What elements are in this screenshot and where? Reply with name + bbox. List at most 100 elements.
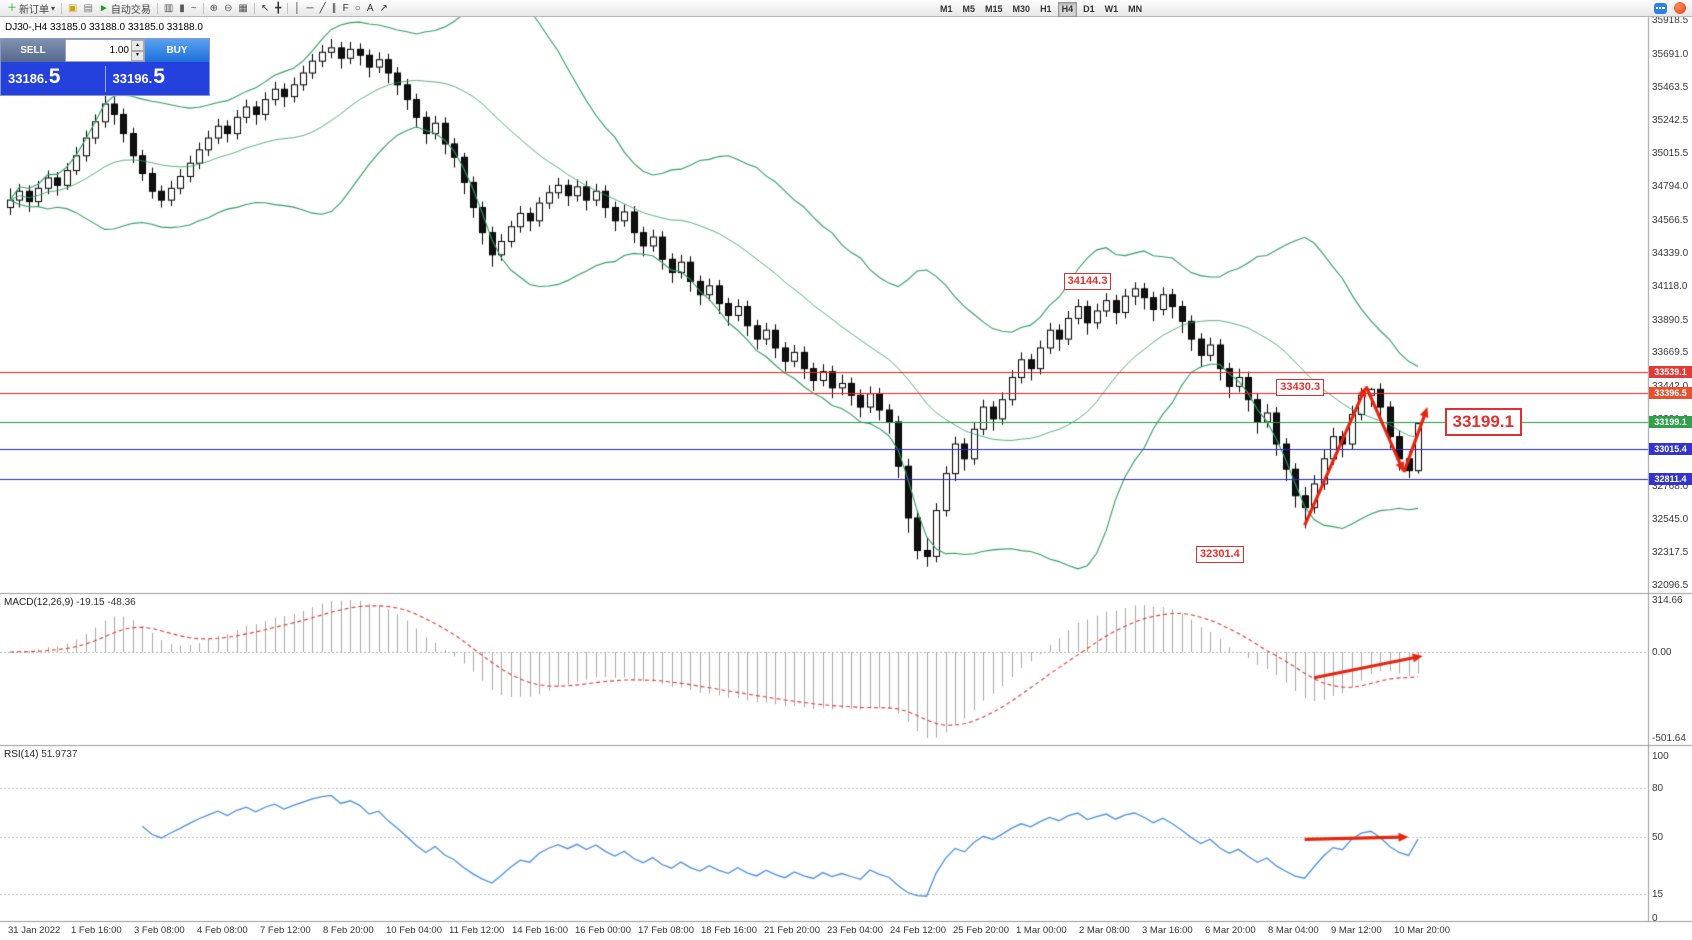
- cursor-icon[interactable]: ↖: [258, 1, 272, 16]
- timeframe-group: M1 M5 M15 M30 H1 H4 D1 W1 MN: [935, 1, 1147, 17]
- rsi-indicator-label: RSI(14) 51.9737: [4, 749, 77, 760]
- chart-window-icon: ▣: [68, 2, 78, 14]
- price-axis-label: 33669.5: [1652, 347, 1689, 359]
- candlestick-chart-type-icon[interactable]: ▮: [176, 1, 188, 16]
- price-annotation[interactable]: 32301.4: [1195, 545, 1244, 563]
- shapes-icon: ○: [354, 2, 361, 14]
- price-axis-label: 34794.0: [1652, 181, 1689, 193]
- timeframe-MN[interactable]: MN: [1128, 3, 1143, 14]
- chat-icon[interactable]: [1654, 2, 1667, 14]
- rsi-axis-label: 15: [1652, 888, 1664, 900]
- timeframe-W1[interactable]: W1: [1104, 3, 1119, 14]
- trendline-icon[interactable]: ╱: [317, 1, 329, 16]
- time-axis-label: 6 Mar 20:00: [1205, 925, 1256, 936]
- toolbar-separator: [287, 2, 289, 14]
- chart-window-icon[interactable]: ▣: [65, 1, 80, 16]
- buy-price-big-digit: 5: [153, 65, 165, 88]
- toolbar-separator: [61, 2, 63, 14]
- candlestick-chart-type-icon: ▮: [179, 2, 185, 14]
- volume-stepper: ▲ ▼: [65, 39, 145, 62]
- autotrading-button[interactable]: ► 自动交易: [96, 1, 154, 16]
- cursor-icon: ↖: [260, 2, 270, 14]
- time-axis-label: 1 Mar 00:00: [1016, 925, 1067, 936]
- time-axis-label: 17 Feb 08:00: [638, 925, 694, 936]
- rsi-axis-label: 80: [1652, 783, 1664, 795]
- volume-decrease-button[interactable]: ▼: [131, 50, 144, 61]
- text-icon[interactable]: A: [364, 1, 377, 16]
- price-tag: 33199.1: [1649, 416, 1692, 428]
- time-axis-label: 11 Feb 12:00: [449, 925, 505, 936]
- macd-indicator-label: MACD(12,26,9) -19.15 -48.36: [4, 597, 136, 608]
- notifications-icon[interactable]: [1674, 2, 1686, 14]
- trade-prices-row: 33186. 5 33196. 5: [1, 62, 209, 95]
- timeframe-H1[interactable]: H1: [1040, 3, 1052, 14]
- volume-increase-button[interactable]: ▲: [131, 40, 144, 51]
- autotrading-button-label: 自动交易: [110, 4, 151, 16]
- timeframe-M1[interactable]: M1: [940, 3, 953, 14]
- toolbar-separator: [253, 2, 255, 14]
- time-axis-label: 9 Mar 12:00: [1331, 925, 1382, 936]
- time-axis-label: 2 Mar 08:00: [1079, 925, 1130, 936]
- line-chart-type-icon[interactable]: ~: [188, 1, 200, 16]
- time-axis-label: 25 Feb 20:00: [953, 925, 1009, 936]
- channel-icon[interactable]: ∥: [329, 1, 340, 16]
- sell-price-button[interactable]: 33186. 5: [1, 65, 105, 89]
- buy-button[interactable]: BUY: [145, 39, 209, 62]
- timeframe-M15[interactable]: M15: [985, 3, 1003, 14]
- crosshair-icon[interactable]: ╋: [272, 1, 284, 16]
- price-annotation[interactable]: 33199.1: [1444, 408, 1522, 436]
- profiles-icon[interactable]: ▤: [80, 1, 95, 16]
- fibonacci-icon: F: [342, 2, 349, 14]
- buy-price-button[interactable]: 33196. 5: [106, 65, 210, 89]
- price-axis-label: 35918.5: [1652, 15, 1689, 26]
- zoom-out-icon[interactable]: ⊖: [221, 1, 235, 16]
- price-axis-label: 35463.5: [1652, 82, 1689, 94]
- bar-chart-type-icon: ▥: [163, 2, 174, 14]
- price-axis-label: 32545.0: [1652, 513, 1689, 525]
- bar-chart-type-icon[interactable]: ▥: [161, 1, 176, 16]
- rsi-axis-label: 50: [1652, 832, 1664, 843]
- vertical-line-icon[interactable]: │: [291, 1, 303, 16]
- toolbar-right-group: [1654, 2, 1686, 14]
- price-tag: 33015.4: [1649, 443, 1692, 456]
- new-order-button[interactable]: ＋新订单 ▾: [4, 1, 58, 16]
- price-axis-label: 35242.5: [1652, 114, 1689, 126]
- fibonacci-icon[interactable]: F: [340, 1, 352, 16]
- time-axis-label: 14 Feb 16:00: [512, 925, 568, 936]
- volume-input[interactable]: [66, 40, 131, 61]
- timeframe-M30[interactable]: M30: [1012, 3, 1031, 14]
- toolbar-left-group: ＋新订单 ▾ ▣ ▤ ► 自动交易 ▥ ▮ ~ ⊕ ⊖ ▦ ↖ ╋ │ ─ ╱ ∥ F ○ A ↗: [4, 0, 391, 16]
- time-axis-label: 3 Feb 08:00: [134, 925, 185, 936]
- shapes-icon[interactable]: ○: [352, 1, 364, 16]
- price-tag: 33539.1: [1649, 365, 1692, 378]
- time-axis-label: 16 Feb 00:00: [575, 925, 631, 936]
- price-annotation[interactable]: 33430.3: [1276, 378, 1325, 396]
- time-axis-label: 8 Feb 20:00: [323, 925, 374, 936]
- timeframe-M5[interactable]: M5: [962, 3, 976, 14]
- one-click-trading-panel: SELL ▲ ▼ BUY 33186.5 33196.5: [0, 38, 210, 96]
- sell-price-value: 33186.: [8, 71, 48, 86]
- volume-spinner: ▲ ▼: [131, 40, 144, 61]
- autotrading-icon: ►: [98, 2, 109, 14]
- tile-windows-icon[interactable]: ▦: [235, 1, 250, 16]
- zoom-in-icon[interactable]: ⊕: [207, 1, 221, 16]
- line-chart-type-icon: ~: [190, 2, 197, 14]
- rsi-value: 51.9737: [41, 749, 78, 760]
- price-axis-label: 34339.0: [1652, 248, 1689, 260]
- toolbar-separator: [202, 2, 204, 14]
- horizontal-line-icon: ─: [306, 2, 314, 14]
- zoom-in-icon: ⊕: [209, 2, 219, 14]
- rsi-name: RSI(14): [4, 749, 39, 760]
- price-axis-label: 34566.5: [1652, 214, 1689, 226]
- horizontal-line-icon[interactable]: ─: [304, 1, 317, 16]
- timeframe-H4[interactable]: H4: [1057, 1, 1078, 17]
- arrows-tool-icon[interactable]: ↗: [377, 1, 391, 16]
- sell-button[interactable]: SELL: [1, 39, 65, 62]
- toolbar: ＋新订单 ▾ ▣ ▤ ► 自动交易 ▥ ▮ ~ ⊕ ⊖ ▦ ↖ ╋ │ ─ ╱ ∥ F ○ A ↗ M1 M5 M15 M30 H…: [0, 0, 1692, 17]
- timeframe-D1[interactable]: D1: [1083, 3, 1095, 14]
- price-annotation[interactable]: 34144.3: [1063, 273, 1112, 291]
